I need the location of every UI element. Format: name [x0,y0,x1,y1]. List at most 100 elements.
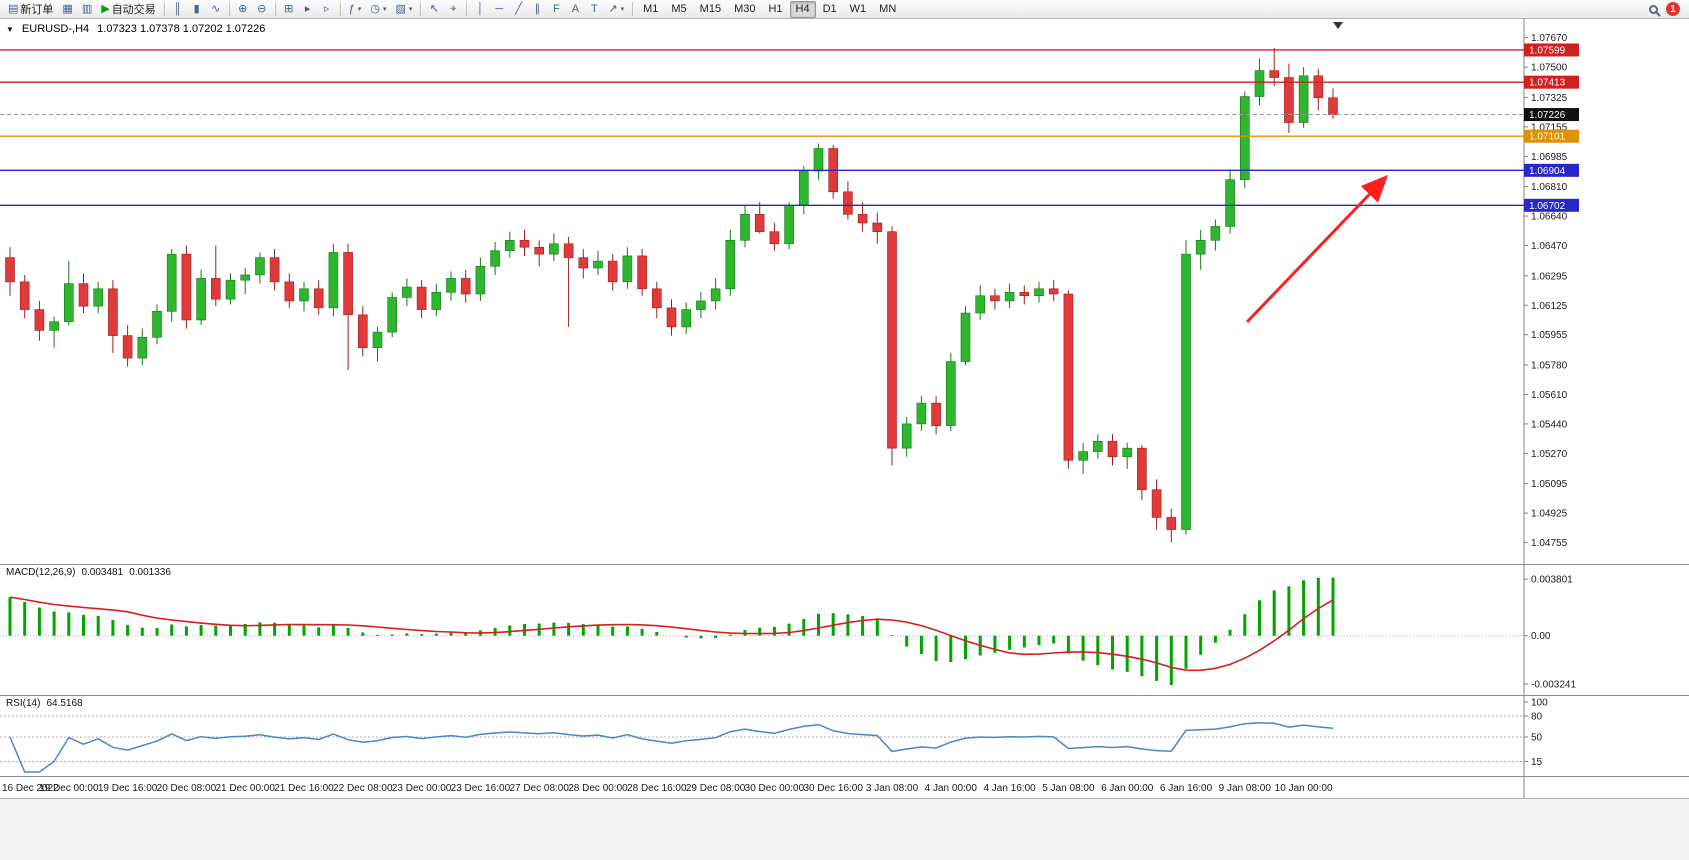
price-chart[interactable]: 1.07670 1.07500 1.07325 1.07155 1.06985 1.068… [0,19,1689,564]
candle-body [1093,440,1103,452]
bar-chart-button[interactable]: ║ [169,1,187,18]
indicators-icon: ƒ [348,2,355,15]
candle-body [887,231,897,449]
chevron-down-icon[interactable]: ▾ [620,6,625,13]
candle-body [681,309,692,328]
price-axis[interactable]: 1.07670 1.07500 1.07325 1.07155 1.06985 1.068… [1523,19,1568,564]
candle-body [1313,75,1324,99]
candle-body [1328,97,1338,115]
text-icon: A [571,2,580,15]
cursor-icon: ↖ [429,2,439,15]
text-label-button[interactable]: T [585,1,603,18]
chevron-down-icon[interactable]: ▾ [408,6,413,13]
timeframe-m30-button[interactable]: M30 [734,3,756,15]
timeframe-mn-button[interactable]: MN [879,3,897,15]
price-axis-label: 1.06640 [1531,212,1568,223]
candle-body [607,260,618,283]
collapse-triangle-icon[interactable]: ▼ [6,24,14,34]
timeframe-m15-button[interactable]: M15 [699,3,722,15]
candle-body [740,214,750,241]
candle-body [916,402,927,425]
candle-body [945,361,956,426]
toolbar-separator [420,2,422,16]
candle-body [64,283,74,323]
time-axis-label: 10 Jan 00:00 [1275,783,1333,794]
chart-window-button[interactable]: ▦ [58,1,76,18]
candlestick-chart-button[interactable]: ▮ [188,1,206,18]
crosshair-button[interactable]: ⌖ [444,1,462,18]
auto-trading-button[interactable]: ▶ 自动交易 [97,1,159,18]
candle-body [1004,291,1015,302]
candle-body [1063,293,1074,461]
price-tag [1524,163,1579,177]
periods-button[interactable]: ◷ ▾ [366,1,390,18]
macd-label: MACD(12,26,9) 0.003481 0.001336 [6,567,171,578]
candle-body [387,297,398,333]
chevron-down-icon[interactable]: ▾ [357,6,362,13]
candle-body [446,278,456,293]
timeframe-w1-button[interactable]: W1 [849,3,867,15]
timeframe-h1-button[interactable]: H1 [768,3,783,15]
rsi-axis[interactable]: 100 80 50 15 [1523,696,1548,776]
candle-body [931,402,941,426]
timeframe-d1-button[interactable]: D1 [822,3,837,15]
profiles-button[interactable]: ▥ [78,1,96,18]
bid-price-tag [1524,108,1579,122]
arrows-button[interactable]: ↗ ▾ [604,1,628,18]
text-label-icon: T [591,2,598,15]
equidistant-channel-button[interactable]: ∥ [528,1,546,18]
main-chart-panel[interactable]: 1.07670 1.07500 1.07325 1.07155 1.06985 1.068… [0,19,1689,564]
fibonacci-button[interactable]: F [547,1,565,18]
macd-axis[interactable]: 0.003801 0.00 -0.003241 [1523,565,1576,695]
candle-body [343,252,353,316]
profiles-icon: ▥ [81,2,93,15]
candle-body [357,314,368,348]
time-axis-label: 3 Jan 08:00 [866,783,919,794]
notification-badge[interactable]: 1 [1666,2,1680,16]
text-button[interactable]: A [566,1,584,18]
zoom-in-button[interactable]: ⊕ [234,1,252,18]
trend-arrow[interactable] [1245,174,1389,324]
time-axis-label: 28 Dec 00:00 [568,783,628,794]
candle-body [34,309,45,331]
horizontal-line-button[interactable]: ─ [490,1,508,18]
line-chart-button[interactable]: ∿ [207,1,225,18]
rsi-panel[interactable]: 100 80 50 15 RSI(14) 64.5168 [0,695,1689,776]
time-axis-label: 9 Jan 08:00 [1219,783,1272,794]
cursor-button[interactable]: ↖ [425,1,443,18]
candle-body [416,286,427,310]
chart-shift-marker-icon[interactable] [1333,22,1343,29]
candle-body [299,288,309,302]
candle-body [843,191,853,215]
new-order-button[interactable]: ▤ 新订单 [4,1,57,18]
price-axis-label: 1.05270 [1531,449,1568,460]
chart-shift-button[interactable]: ▹ [318,1,336,18]
tile-windows-button[interactable]: ⊞ [280,1,298,18]
zoom-out-button[interactable]: ⊖ [253,1,271,18]
auto-scroll-button[interactable]: ▸ [299,1,317,18]
vertical-line-button[interactable]: │ [471,1,489,18]
candle-body [1195,240,1206,255]
candle-body [1107,440,1118,458]
timeframe-m5-button[interactable]: M5 [671,3,687,15]
time-axis-panel[interactable]: 16 Dec 2022 19 Dec 00:00 19 Dec 16:00 20 De… [0,776,1689,798]
templates-button[interactable]: ▧ ▾ [391,1,416,18]
candle-body [813,148,824,172]
rsi-chart[interactable]: 100 80 50 15 [0,696,1689,776]
chevron-down-icon[interactable]: ▾ [382,6,387,13]
trendline-button[interactable]: ╱ [509,1,527,18]
toolbar-separator [632,2,634,16]
indicators-button[interactable]: ƒ ▾ [345,1,366,18]
candle-body [19,281,30,310]
candle-body [240,274,250,281]
candle-body [152,311,162,338]
search-icon[interactable] [1649,4,1658,14]
timeframe-h4-button[interactable]: H4 [789,0,816,18]
price-tag-label: 1.07599 [1529,45,1566,56]
macd-chart[interactable]: 0.003801 0.00 -0.003241 [0,565,1689,695]
rsi-value: 64.5168 [46,698,83,709]
timeframe-m1-button[interactable]: M1 [643,3,659,15]
price-tag [1524,75,1579,89]
macd-panel[interactable]: 0.003801 0.00 -0.003241 MACD(12,26,9) 0.00… [0,564,1689,695]
